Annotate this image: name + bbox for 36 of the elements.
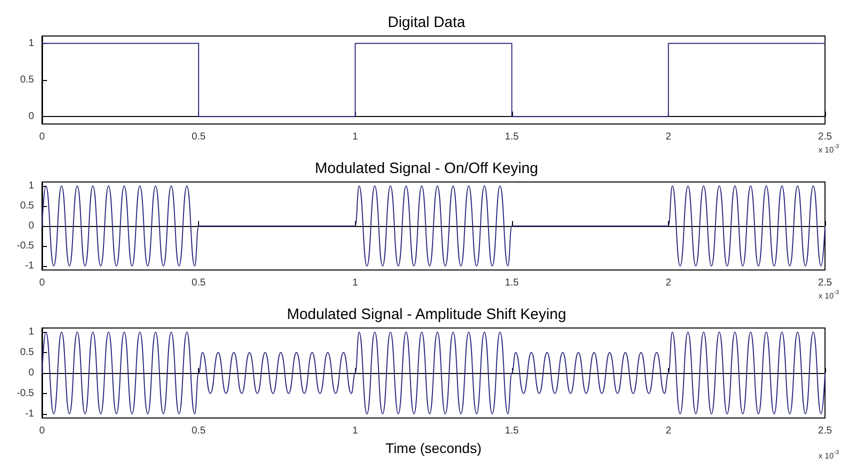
x-tick-label: 1.5 <box>504 132 520 142</box>
x-tick-label: 0.5 <box>192 132 206 142</box>
y-tick-label: -0.5 <box>16 388 34 399</box>
y-tick-label: 0 <box>28 368 34 378</box>
x-tick-label: 0.5 <box>192 278 206 288</box>
x-tick-label: 1 <box>352 426 358 436</box>
y-tick-label: 0 <box>28 111 34 122</box>
x-tick-label: 0 <box>39 132 46 142</box>
y-tick-label: 0.5 <box>20 200 34 212</box>
x-tick-label: 1.5 <box>504 426 520 436</box>
y-tick-label: 0.5 <box>20 74 34 86</box>
x-tick-label: 2.5 <box>818 278 832 288</box>
y-tick-label: 1 <box>28 326 34 338</box>
x-tick-label: 2.5 <box>818 426 832 436</box>
y-tick-label: 1 <box>28 180 34 192</box>
x-tick-label: 1 <box>352 278 358 288</box>
x-tick-label: 0 <box>39 278 46 288</box>
x-tick-label: 1 <box>352 132 358 142</box>
line-series <box>42 332 826 414</box>
x-tick-label: 2 <box>666 426 672 436</box>
x-tick-label: 2 <box>666 132 672 142</box>
y-tick-label: -0.5 <box>16 240 34 252</box>
chart-title: Modulated Signal - On/Off Keying <box>314 160 538 177</box>
x-axis-title: Time (seconds) <box>386 440 482 456</box>
x-tick-label: 0.5 <box>192 426 206 436</box>
x-tick-label: 2.5 <box>818 132 832 142</box>
chart-title: Modulated Signal - Amplitude Shift Keying <box>286 306 566 323</box>
x-tick-label: 2 <box>666 278 672 288</box>
y-tick-label: 1 <box>28 38 34 49</box>
y-tick-label: 0.5 <box>20 347 34 358</box>
y-tick-label: -1 <box>25 408 34 420</box>
y-tick-label: -1 <box>25 260 34 272</box>
y-tick-label: 0 <box>28 220 34 232</box>
x-tick-label: 0 <box>39 426 46 436</box>
chart-title: Digital Data <box>388 14 466 31</box>
x-tick-label: 1.5 <box>504 278 520 288</box>
